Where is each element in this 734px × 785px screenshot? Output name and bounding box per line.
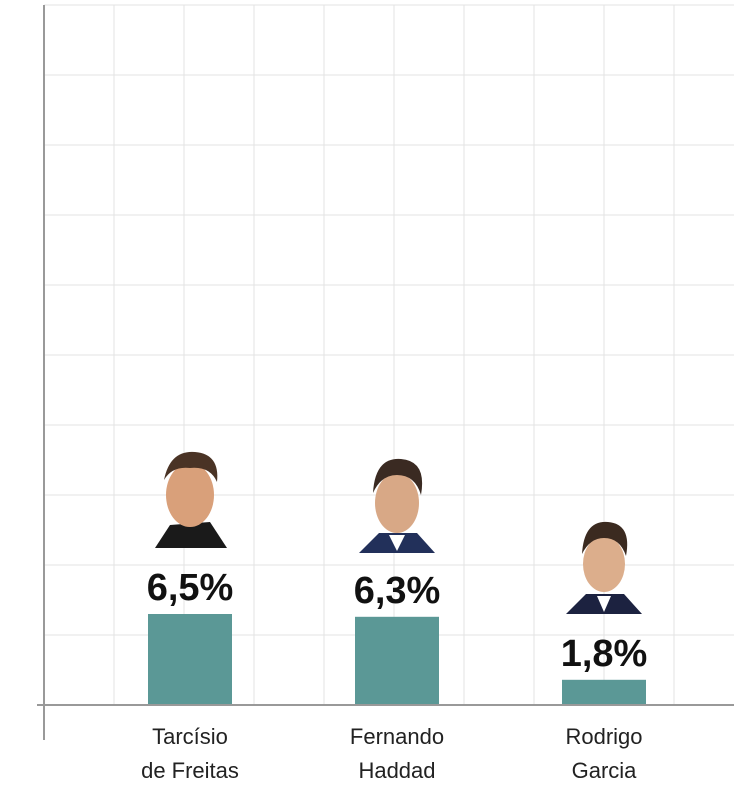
bar — [562, 680, 646, 705]
x-tick-label: Tarcísio de Freitas — [140, 720, 240, 785]
x-tick-label: Rodrigo Garcia — [554, 720, 654, 785]
marks: 6,5% 6,3% 1,8% — [147, 567, 648, 705]
chart-container: 6,5% 6,3% 1,8% Tarcísio de Freitas Fernando… — [0, 0, 734, 785]
bar — [355, 617, 439, 705]
x-tick-label: Fernando Haddad — [347, 720, 447, 785]
bar — [148, 614, 232, 705]
chart: 6,5% 6,3% 1,8% — [0, 0, 734, 785]
value-label: 6,3% — [354, 570, 441, 612]
portrait — [359, 459, 435, 553]
portrait — [566, 522, 642, 614]
value-label: 1,8% — [561, 633, 648, 675]
value-label: 6,5% — [147, 567, 234, 609]
portrait — [155, 452, 227, 548]
